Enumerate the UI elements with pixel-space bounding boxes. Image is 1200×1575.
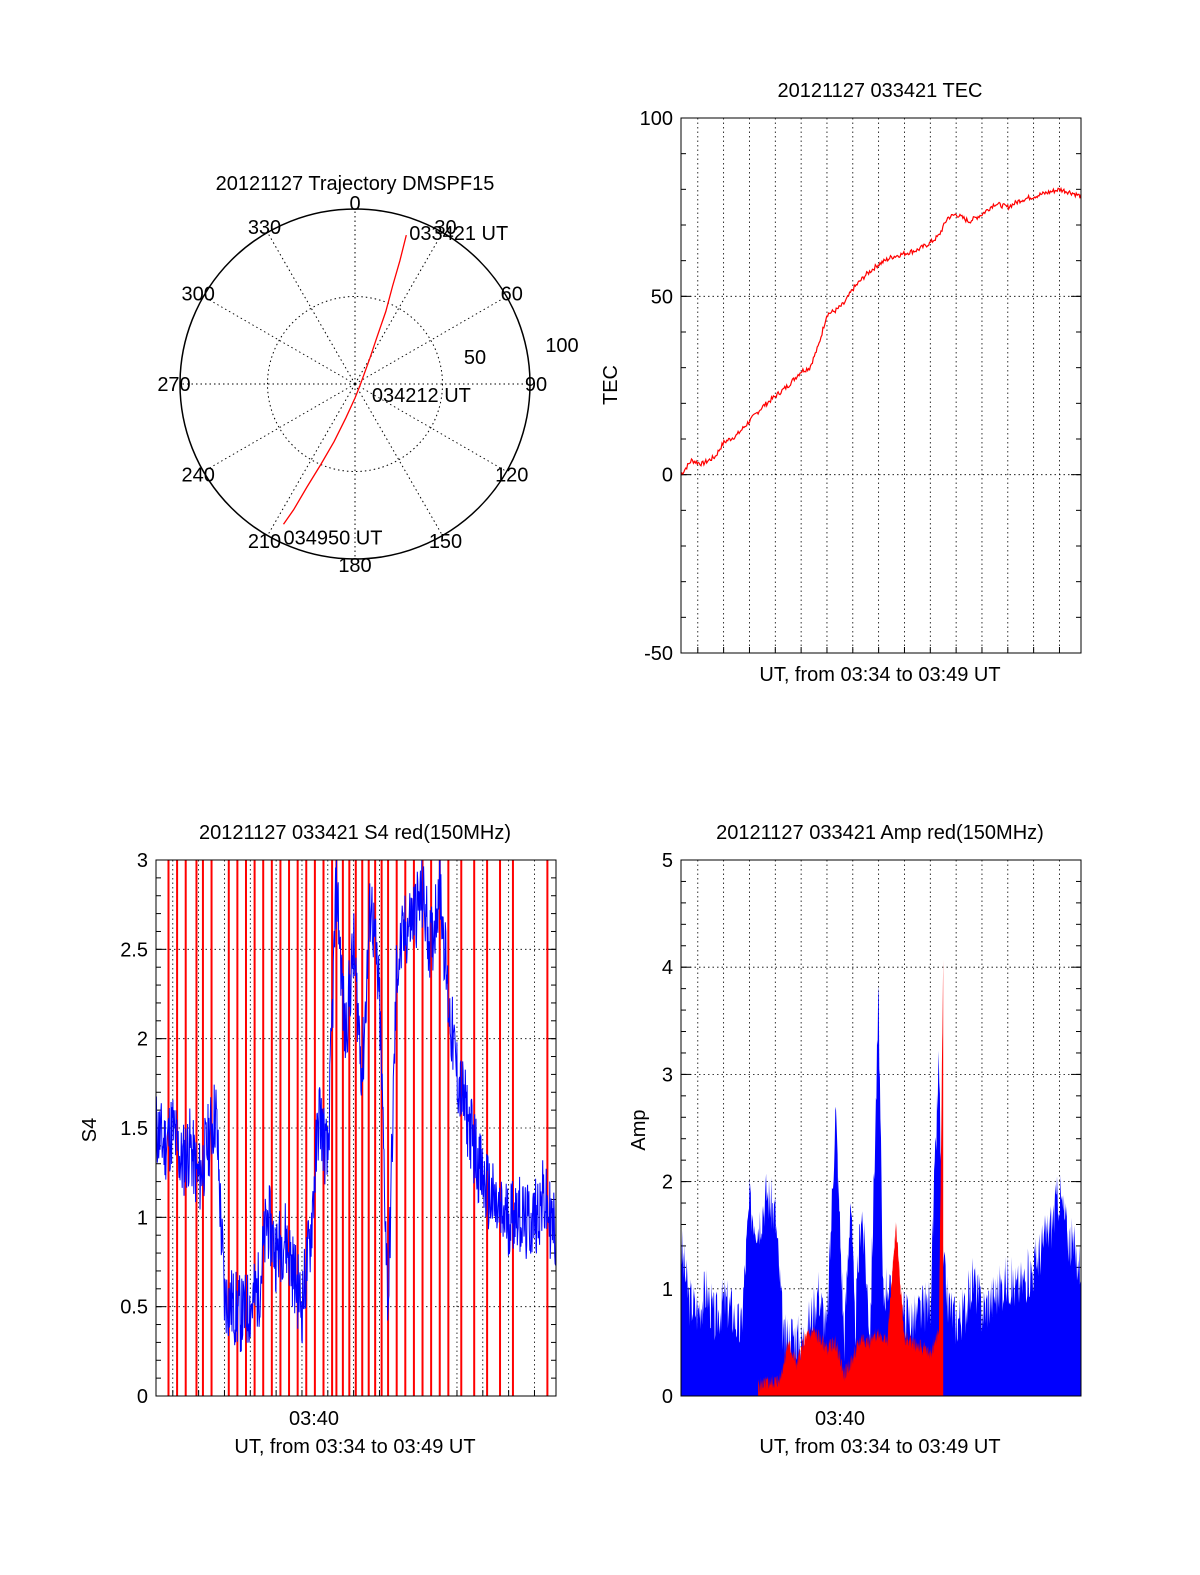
amp-y-tick-label: 0 — [662, 1386, 673, 1408]
tec-plot-frame — [680, 117, 1082, 654]
amp-title: 20121127 033421 Amp red(150MHz) — [716, 822, 1044, 844]
tec-panel: 20121127 033421 TEC 100 50 0 -50 TEC UT, fr… — [600, 80, 1082, 686]
polar-angle-label: 150 — [429, 531, 462, 553]
s4-y-tick-label: 1.5 — [120, 1118, 148, 1140]
s4-y-tick-label: 2.5 — [120, 939, 148, 961]
s4-xtick-label: 03:40 — [289, 1408, 339, 1430]
s4-xlabel: UT, from 03:34 to 03:49 UT — [234, 1436, 475, 1458]
tec-y-tick-label: 50 — [651, 286, 673, 308]
trajectory-time-label: 033421 UT — [409, 223, 508, 245]
s4-y-tick-label: 3 — [137, 850, 148, 872]
s4-y-tick-label: 0.5 — [120, 1297, 148, 1319]
tec-series-line — [680, 186, 1082, 476]
trajectory-title: 20121127 Trajectory DMSPF15 — [216, 173, 495, 195]
tec-y-tick-label: -50 — [644, 643, 673, 665]
polar-outer-circle — [179, 208, 531, 560]
trajectory-polar-panel: 20121127 Trajectory DMSPF15 0 30 60 90 120 15… — [157, 173, 578, 577]
amp-y-tick-label: 4 — [662, 957, 673, 979]
polar-radial-label: 50 — [464, 347, 486, 369]
polar-mid-circle — [267, 296, 443, 472]
s4-panel: 20121127 033421 S4 red(150MHz) 3 2.5 2 1.5 1… — [79, 822, 557, 1458]
tec-xlabel: UT, from 03:34 to 03:49 UT — [759, 664, 1000, 686]
polar-angle-label: 0 — [349, 193, 360, 215]
polar-angle-label: 30 — [434, 217, 456, 239]
trajectory-line — [282, 234, 407, 525]
tec-y-tick-label: 100 — [640, 108, 673, 130]
trajectory-time-label: 034950 UT — [283, 527, 382, 549]
amp-xlabel: UT, from 03:34 to 03:49 UT — [759, 1436, 1000, 1458]
s4-y-tick-label: 0 — [137, 1386, 148, 1408]
s4-y-tick-label: 1 — [137, 1207, 148, 1229]
s4-title: 20121127 033421 S4 red(150MHz) — [199, 822, 511, 844]
polar-angle-label: 330 — [248, 217, 281, 239]
tec-y-tick-labels: 100 50 0 -50 — [640, 108, 673, 665]
polar-grid — [179, 208, 531, 560]
polar-angle-label: 270 — [157, 374, 190, 396]
s4-plot-frame — [155, 859, 557, 1397]
polar-spoke — [267, 383, 356, 536]
s4-y-tick-label: 2 — [137, 1029, 148, 1051]
s4-ylabel: S4 — [79, 1118, 101, 1142]
polar-angle-label: 300 — [182, 284, 215, 306]
polar-spoke — [203, 383, 356, 472]
s4-blue-series — [155, 859, 557, 1353]
tec-ylabel: TEC — [600, 365, 622, 405]
s4-y-tick-labels: 3 2.5 2 1.5 1 0.5 0 — [120, 850, 148, 1408]
tec-grid — [681, 117, 1081, 654]
polar-angle-label: 120 — [495, 465, 528, 487]
polar-angle-label: 240 — [182, 465, 215, 487]
tec-title: 20121127 033421 TEC — [778, 80, 983, 102]
amp-y-tick-label: 2 — [662, 1172, 673, 1194]
amp-panel: 20121127 033421 Amp red(150MHz) 5 4 3 2 1 0 0… — [628, 822, 1082, 1458]
amp-y-tick-label: 1 — [662, 1279, 673, 1301]
polar-radial-label: 100 — [545, 335, 578, 357]
tec-y-tick-label: 0 — [662, 465, 673, 487]
amp-red-series — [758, 959, 944, 1396]
trajectory-time-label: 034212 UT — [372, 385, 471, 407]
amp-blue-series — [681, 986, 1081, 1396]
s4-red-spikes — [167, 860, 549, 1396]
polar-angle-label: 180 — [338, 555, 371, 577]
amp-y-tick-label: 5 — [662, 850, 673, 872]
polar-spoke — [354, 296, 507, 385]
amp-ylabel: Amp — [628, 1109, 650, 1150]
amp-y-tick-label: 3 — [662, 1064, 673, 1086]
polar-angle-label: 90 — [525, 374, 547, 396]
polar-angle-labels: 0 30 60 90 120 150 180 210 240 270 300 330 — [157, 193, 547, 577]
amp-plot-frame — [680, 859, 1082, 1397]
amp-y-tick-labels: 5 4 3 2 1 0 — [662, 850, 673, 1408]
polar-angle-label: 210 — [248, 531, 281, 553]
trajectory-time-labels: 033421 UT 034212 UT 034950 UT — [283, 223, 508, 549]
amp-xtick-label: 03:40 — [815, 1408, 865, 1430]
polar-radial-labels: 50 100 — [464, 335, 579, 369]
polar-angle-label: 60 — [501, 284, 523, 306]
